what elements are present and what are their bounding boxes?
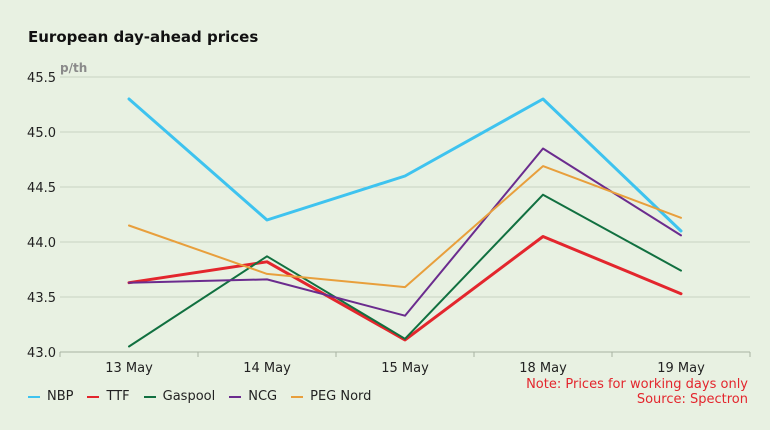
legend-swatch <box>87 395 100 398</box>
legend-swatch <box>229 395 242 398</box>
legend-swatch <box>28 395 40 398</box>
y-tick-label: 43.5 <box>27 291 56 306</box>
legend-label: TTF <box>106 389 130 404</box>
series-line-peg-nord <box>128 165 682 289</box>
legend-item-ttf: TTF <box>87 389 130 404</box>
x-tick-label: 15 May <box>381 361 429 376</box>
legend-swatch <box>143 395 156 398</box>
y-tick-label: 43.0 <box>27 346 56 361</box>
series-lines <box>127 97 683 348</box>
series-line-gaspool <box>128 193 682 348</box>
legend-label: NCG <box>248 389 278 404</box>
x-tick-label: 14 May <box>243 361 291 376</box>
legend-item-nbp: NBP <box>28 389 73 404</box>
legend-swatch <box>291 395 304 398</box>
series-line-ttf <box>127 235 683 342</box>
source-note: Source: Spectron <box>636 392 748 407</box>
legend-item-ncg: NCG <box>229 389 277 404</box>
legend-label: PEG Nord <box>310 389 372 404</box>
legend-item-gaspool: Gaspool <box>143 389 216 404</box>
x-tick-label: 18 May <box>519 361 567 376</box>
series-line-ncg <box>128 147 682 317</box>
legend: NBP TTF Gaspool NCG PEG Nord <box>28 389 371 404</box>
legend-item-peg-nord: PEG Nord <box>291 389 371 404</box>
y-tick-label: 45.5 <box>27 71 56 86</box>
chart-title: European day-ahead prices <box>28 28 259 46</box>
chart-notes: Note: Prices for working days only Sourc… <box>526 377 748 407</box>
x-tick-label: 13 May <box>105 361 153 376</box>
series-line-nbp <box>127 97 683 233</box>
y-tick-label: 44.5 <box>27 181 56 196</box>
legend-label: Gaspool <box>162 389 216 404</box>
y-tick-label: 45.0 <box>27 126 56 141</box>
note-working-days: Note: Prices for working days only <box>526 377 748 392</box>
y-axis-label: p/th <box>60 61 87 75</box>
gridlines <box>60 76 750 298</box>
y-tick-label: 44.0 <box>27 236 56 251</box>
axes: 43.0 43.5 44.0 44.5 45.0 45.5 13 May 14 May 15 M… <box>27 71 751 376</box>
x-tick-label: 19 May <box>657 361 705 376</box>
legend-label: NBP <box>47 389 74 404</box>
